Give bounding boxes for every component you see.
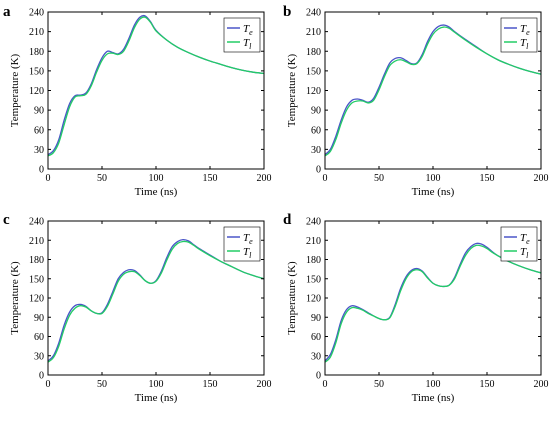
y-tick-label: 150 — [29, 66, 44, 77]
series-line-l — [47, 240, 265, 363]
y-tick-label: 120 — [29, 86, 44, 97]
panel-a: a 0 50 100 150 200 0 30 60 90 120 150 180 210 240 Time … — [3, 4, 272, 198]
y-tick-label: 30 — [34, 351, 44, 362]
y-tick-label: 210 — [29, 236, 44, 247]
x-tick-label: 50 — [374, 173, 384, 184]
y-tick-label: 210 — [306, 27, 321, 38]
x-tick-label: 50 — [97, 379, 107, 390]
x-tick-label: 150 — [480, 379, 495, 390]
y-tick-label: 0 — [39, 165, 44, 176]
y-tick-label: 120 — [29, 294, 44, 305]
legend-label-l: Tl — [243, 246, 252, 260]
x-tick-label: 200 — [534, 173, 549, 184]
legend-label-l: Tl — [520, 37, 529, 51]
panel-c: c 0 50 100 150 200 0 30 60 90 120 150 180 210 240 Time … — [3, 212, 272, 404]
x-tick-label: 150 — [203, 173, 218, 184]
panel-label: c — [3, 212, 10, 228]
y-tick-label: 90 — [34, 106, 44, 117]
panel-label: b — [283, 4, 291, 20]
y-tick-label: 240 — [29, 8, 44, 19]
legend-box — [223, 226, 261, 262]
x-tick-label: 100 — [149, 379, 164, 390]
y-tick-label: 0 — [316, 165, 321, 176]
x-axis-label: Time (ns) — [412, 392, 455, 404]
y-tick-label: 150 — [306, 66, 321, 77]
y-tick-label: 0 — [39, 371, 44, 382]
y-tick-label: 60 — [34, 125, 44, 136]
x-tick-label: 50 — [374, 379, 384, 390]
y-tick-label: 60 — [311, 332, 321, 343]
legend-box — [500, 17, 538, 53]
series-line-l — [324, 26, 542, 157]
panel-label: a — [3, 4, 11, 20]
panel-b: b 0 50 100 150 200 0 30 60 90 120 150 180 210 240 Time … — [283, 4, 549, 198]
legend-box — [500, 226, 538, 262]
x-tick-label: 200 — [257, 379, 272, 390]
x-tick-label: 200 — [534, 379, 549, 390]
y-tick-label: 240 — [306, 217, 321, 228]
y-tick-label: 60 — [311, 125, 321, 136]
y-tick-label: 180 — [306, 255, 321, 266]
legend-label-e: Te — [243, 232, 253, 246]
y-tick-label: 240 — [29, 217, 44, 228]
y-tick-label: 150 — [29, 274, 44, 285]
x-tick-label: 150 — [480, 173, 495, 184]
x-tick-label: 0 — [323, 173, 328, 184]
y-axis-label: Temperature (K) — [286, 53, 298, 127]
series-line-l — [324, 244, 542, 363]
panel-d: d 0 50 100 150 200 0 30 60 90 120 150 180 210 240 Time … — [283, 212, 549, 404]
x-tick-label: 200 — [257, 173, 272, 184]
x-axis-label: Time (ns) — [412, 186, 455, 198]
y-tick-label: 210 — [29, 27, 44, 38]
x-tick-label: 0 — [46, 379, 51, 390]
legend-label-e: Te — [520, 232, 530, 246]
legend-label-l: Tl — [520, 246, 529, 260]
y-axis-label: Temperature (K) — [9, 261, 21, 335]
x-tick-label: 50 — [97, 173, 107, 184]
y-tick-label: 120 — [306, 294, 321, 305]
y-tick-label: 180 — [29, 255, 44, 266]
x-tick-label: 100 — [426, 173, 441, 184]
y-tick-label: 30 — [311, 351, 321, 362]
y-tick-label: 90 — [311, 313, 321, 324]
legend-label-e: Te — [243, 23, 253, 37]
x-axis-label: Time (ns) — [135, 392, 178, 404]
y-tick-label: 30 — [311, 145, 321, 156]
x-tick-label: 0 — [46, 173, 51, 184]
panel-label: d — [283, 212, 292, 228]
x-tick-label: 0 — [323, 379, 328, 390]
x-axis-label: Time (ns) — [135, 186, 178, 198]
x-tick-label: 150 — [203, 379, 218, 390]
y-tick-label: 60 — [34, 332, 44, 343]
x-tick-label: 100 — [149, 173, 164, 184]
y-tick-label: 210 — [306, 236, 321, 247]
y-tick-label: 0 — [316, 371, 321, 382]
y-tick-label: 90 — [311, 106, 321, 117]
series-line-l — [47, 16, 265, 157]
y-tick-label: 90 — [34, 313, 44, 324]
x-tick-label: 100 — [426, 379, 441, 390]
y-tick-label: 180 — [29, 47, 44, 58]
y-tick-label: 240 — [306, 8, 321, 19]
y-tick-label: 120 — [306, 86, 321, 97]
y-axis-label: Temperature (K) — [286, 261, 298, 335]
y-tick-label: 180 — [306, 47, 321, 58]
legend-label-e: Te — [520, 23, 530, 37]
legend-label-l: Tl — [243, 37, 252, 51]
y-axis-label: Temperature (K) — [9, 53, 21, 127]
legend-box — [223, 17, 261, 53]
y-tick-label: 30 — [34, 145, 44, 156]
y-tick-label: 150 — [306, 274, 321, 285]
